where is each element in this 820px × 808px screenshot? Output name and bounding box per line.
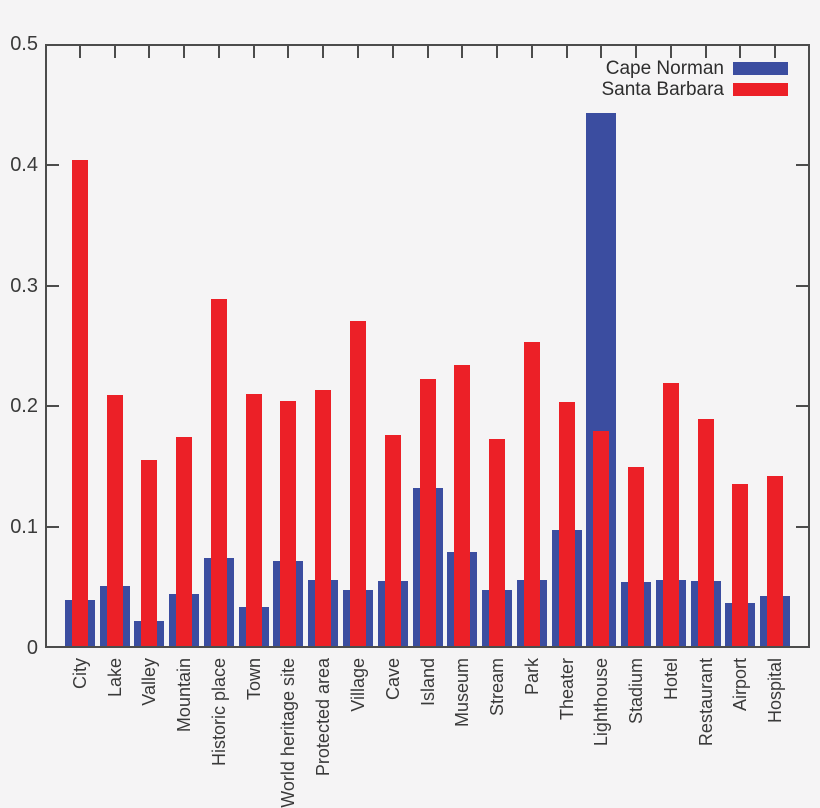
y-tick-label: 0.1 (10, 516, 38, 539)
x-tick-label-stadium: Stadium (626, 658, 647, 725)
x-tick-label-world-heritage-site: World heritage site (278, 658, 299, 808)
bar-santa-barbara-mountain (176, 437, 193, 646)
bar-santa-barbara-restaurant (697, 418, 714, 646)
x-tick-label-valley: Valley (139, 658, 160, 706)
x-tick-label-city: City (69, 658, 90, 689)
bar-santa-barbara-stadium (628, 467, 645, 646)
bar-santa-barbara-valley (141, 459, 158, 646)
tick-mark (426, 46, 429, 58)
x-tick-label-theater: Theater (556, 658, 577, 721)
bar-santa-barbara-hospital (767, 475, 784, 646)
y-tick-label: 0.5 (10, 33, 38, 55)
bar-santa-barbara-theater (558, 401, 575, 646)
x-tick-label-lake: Lake (104, 658, 125, 698)
legend-swatch (733, 83, 788, 96)
x-tick-label-museum: Museum (452, 658, 473, 728)
x-tick-label-hospital: Hospital (765, 658, 786, 724)
x-tick-label-cave: Cave (382, 658, 403, 701)
tick-mark (774, 46, 777, 58)
x-tick-label-historic-place: Historic place (208, 658, 229, 767)
tick-mark (148, 46, 151, 58)
tick-mark (113, 46, 116, 58)
bar-santa-barbara-world-heritage-site (280, 400, 297, 646)
legend-entry-santa-barbara: Santa Barbara (601, 79, 788, 100)
tick-mark (796, 284, 808, 287)
legend: Cape Norman Santa Barbara (601, 58, 788, 100)
bar-santa-barbara-town (245, 393, 262, 646)
tick-mark (796, 405, 808, 408)
tick-mark (496, 46, 499, 58)
y-tick-label: 0.2 (10, 395, 38, 418)
tick-mark (47, 405, 59, 408)
legend-swatch (733, 62, 788, 75)
tick-mark (461, 46, 464, 58)
bar-santa-barbara-lighthouse (593, 430, 610, 646)
bar-santa-barbara-cave (384, 434, 401, 646)
x-tick-label-mountain: Mountain (174, 658, 195, 733)
bar-santa-barbara-airport (732, 484, 749, 646)
tick-mark (183, 46, 186, 58)
bar-santa-barbara-protected-area (315, 389, 332, 646)
x-tick-label-town: Town (243, 658, 264, 701)
bar-santa-barbara-lake (106, 394, 123, 646)
tick-mark (391, 46, 394, 58)
tick-mark (47, 284, 59, 287)
tick-mark (78, 46, 81, 58)
x-tick-label-protected-area: Protected area (313, 658, 334, 777)
legend-entry-cape-norman: Cape Norman (601, 58, 788, 79)
tick-mark (287, 46, 290, 58)
x-tick-label-lighthouse: Lighthouse (591, 658, 612, 747)
tick-mark (47, 526, 59, 529)
bar-santa-barbara-hotel (662, 382, 679, 646)
bar-santa-barbara-city (71, 160, 88, 646)
legend-label: Cape Norman (605, 57, 724, 79)
bar-santa-barbara-park (523, 341, 540, 646)
tick-mark (47, 163, 59, 166)
x-tick-label-airport: Airport (730, 658, 751, 712)
bar-santa-barbara-village (349, 321, 366, 646)
x-tick-label-village: Village (347, 658, 368, 712)
tick-mark (356, 46, 359, 58)
x-tick-label-restaurant: Restaurant (695, 658, 716, 747)
plot-area (45, 44, 810, 648)
tick-mark (635, 46, 638, 58)
tick-mark (217, 46, 220, 58)
tick-mark (565, 46, 568, 58)
tick-mark (669, 46, 672, 58)
tick-mark (739, 46, 742, 58)
bar-santa-barbara-island (419, 379, 436, 646)
bar-santa-barbara-stream (489, 439, 506, 646)
x-tick-label-island: Island (417, 658, 438, 707)
y-tick-label: 0.4 (10, 153, 38, 176)
tick-mark (252, 46, 255, 58)
y-tick-label: 0 (26, 637, 38, 659)
tick-mark (796, 526, 808, 529)
tick-mark (530, 46, 533, 58)
x-tick-label-park: Park (521, 658, 542, 696)
tick-mark (704, 46, 707, 58)
x-tick-label-hotel: Hotel (660, 658, 681, 701)
x-tick-label-stream: Stream (487, 658, 508, 717)
y-tick-label: 0.3 (10, 274, 38, 297)
legend-label: Santa Barbara (601, 78, 724, 100)
tick-mark (796, 163, 808, 166)
tick-mark (322, 46, 325, 58)
bar-santa-barbara-museum (454, 364, 471, 646)
bar-santa-barbara-historic-place (210, 299, 227, 646)
tick-mark (600, 46, 603, 58)
